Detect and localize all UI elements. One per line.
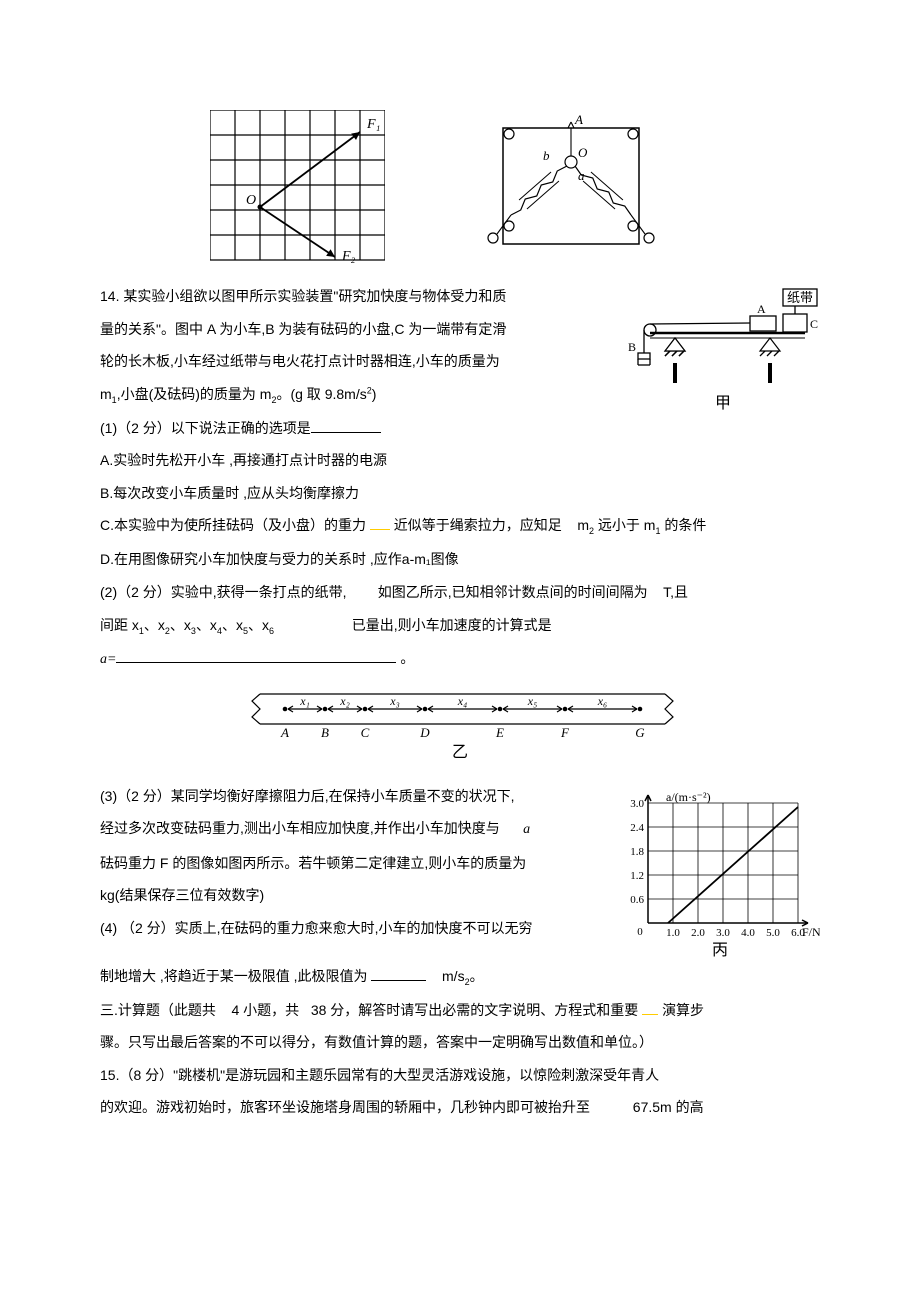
svg-text:1.0: 1.0 (666, 927, 680, 939)
svg-text:x₂: x₂ (339, 694, 350, 708)
yellow-marker-icon (370, 529, 390, 530)
svg-text:b: b (543, 148, 550, 163)
q14-4-line2: 制地增大 ,将趋近于某一极限值 ,此极限值为 m/s2。 (100, 963, 820, 991)
svg-text:3.0: 3.0 (630, 798, 644, 810)
svg-text:x₁: x₁ (299, 694, 310, 708)
svg-text:丙: 丙 (712, 942, 728, 959)
q14-intro-line1: 14. 某实验小组欲以图甲所示实验装置"研究加快度与物体受力和质 (100, 283, 600, 310)
q14-intro-line3: 轮的长木板,小车经过纸带与电火花打点计时器相连,小车的质量为 (100, 348, 600, 375)
q15-line1: 15.（8 分）"跳楼机"是游玩园和主题乐园常有的大型灵活游戏设施，以惊险刺激深… (100, 1062, 820, 1089)
figure-jia: 纸带 A B C 甲 (620, 283, 820, 413)
q14-3-line4: kg(结果保存三位有效数字) (100, 882, 600, 909)
q14-intro-row: 14. 某实验小组欲以图甲所示实验装置"研究加快度与物体受力和质 量的关系"。图… (100, 283, 820, 415)
q14-3-line1: (3)（2 分）某同学均衡好摩擦阻力后,在保持小车质量不变的状况下, (100, 783, 600, 810)
q14-4-line1: (4) （2 分）实质上,在砝码的重力愈来愈大时,小车的加快度不可以无穷 (100, 915, 600, 942)
svg-text:A: A (574, 112, 583, 127)
svg-text:D: D (419, 725, 430, 740)
svg-text:1.2: 1.2 (630, 870, 644, 882)
svg-text:a: a (578, 168, 585, 183)
q14-intro-line2: 量的关系"。图中 A 为小车,B 为装有砝码的小盘,C 为一端带有定滑 (100, 316, 600, 343)
svg-text:x₄: x₄ (457, 694, 468, 708)
svg-text:0: 0 (637, 926, 643, 938)
svg-text:2.0: 2.0 (691, 927, 705, 939)
svg-text:a/(m·s⁻²): a/(m·s⁻²) (666, 790, 711, 804)
svg-text:5.0: 5.0 (766, 927, 780, 939)
svg-text:G: G (635, 725, 645, 740)
svg-text:C: C (810, 317, 818, 331)
q14-2-line2: 间距 x1、x2、x3、x4、x5、x6 已量出,则小车加速度的计算式是 (100, 612, 820, 640)
q14-1-optA: A.实验时先松开小车 ,再接通打点计时器的电源 (100, 447, 820, 474)
svg-text:A: A (280, 725, 289, 740)
svg-text:C: C (361, 725, 370, 740)
section3-title: 三.计算题（此题共 4 小题，共 38 分，解答时请写出必需的文字说明、方程式和… (100, 997, 820, 1024)
blank-fill (311, 419, 381, 433)
figure-bing: 1.02.03.04.05.06.00.61.21.82.43.00a/(m·s… (620, 783, 820, 963)
svg-text:x₆: x₆ (597, 694, 608, 708)
q14-intro-line4: m1,小盘(及砝码)的质量为 m2。(g 取 9.8m/s2) (100, 381, 600, 409)
svg-text:1.8: 1.8 (630, 846, 644, 858)
svg-text:B: B (321, 725, 329, 740)
figure-grid-vectors: O F₁ F₂ (210, 110, 385, 265)
svg-text:B: B (628, 340, 636, 354)
svg-text:F: F (560, 725, 570, 740)
svg-text:3.0: 3.0 (716, 927, 730, 939)
blank-fill (371, 967, 426, 981)
q14-2-line1: (2)（2 分）实验中,获得一条打点的纸带, 如图乙所示,已知相邻计数点间的时间… (100, 579, 820, 606)
svg-text:0.6: 0.6 (630, 894, 644, 906)
svg-text:F₁: F₁ (366, 117, 380, 132)
q14-2-line3: a= 。 (100, 645, 820, 674)
q14-1-optB: B.每次改变小车质量时 ,应从头均衡摩擦力 (100, 480, 820, 507)
section3-title2: 骤。只写出最后答案的不可以得分，有数值计算的题，答案中一定明确写出数值和单位。） (100, 1029, 820, 1056)
svg-text:纸带: 纸带 (787, 290, 813, 305)
svg-text:O: O (578, 145, 588, 160)
q14-1-optC: C.本实验中为使所挂砝码（及小盘）的重力 近似等于绳索拉力，应知足 m2 远小于… (100, 512, 820, 540)
figure-yi-wrapper: A B C D E F Gx₁ x₂ x₃ x₄ x₅ x₆ 乙 (100, 682, 820, 771)
svg-text:2.4: 2.4 (630, 822, 644, 834)
q14-1-prompt: (1)（2 分）以下说法正确的选项是 (100, 415, 820, 442)
svg-text:4.0: 4.0 (741, 927, 755, 939)
svg-text:F₂: F₂ (341, 249, 356, 264)
svg-text:A: A (757, 302, 766, 316)
figure-yi: A B C D E F Gx₁ x₂ x₃ x₄ x₅ x₆ 乙 (235, 682, 685, 762)
svg-text:E: E (495, 725, 504, 740)
q14-3-text: (3)（2 分）某同学均衡好摩擦阻力后,在保持小车质量不变的状况下, 经过多次改… (100, 783, 600, 948)
figure-spring-apparatus: A Oa b (475, 110, 665, 260)
q15-line2: 的欢迎。游戏初始时，旅客环坐设施塔身周围的轿厢中，几秒钟内即可被抬升至 67.5… (100, 1094, 820, 1121)
svg-text:x₃: x₃ (389, 694, 400, 708)
svg-text:F/N: F/N (802, 925, 820, 939)
svg-text:甲: 甲 (715, 395, 731, 412)
svg-text:x₅: x₅ (527, 694, 538, 708)
svg-text:乙: 乙 (452, 744, 468, 761)
q14-3-line2: 经过多次改变砝码重力,测出小车相应加快度,并作出小车加快度与 a (100, 815, 600, 844)
yellow-marker-icon (642, 1014, 658, 1015)
q14-3-line3: 砝码重力 F 的图像如图丙所示。若牛顿第二定律建立,则小车的质量为 (100, 850, 600, 877)
svg-text:O: O (246, 193, 256, 208)
top-figures-row: O F₁ F₂ A Oa b (210, 110, 820, 265)
blank-fill (116, 649, 396, 663)
q14-3-row: (3)（2 分）某同学均衡好摩擦阻力后,在保持小车质量不变的状况下, 经过多次改… (100, 783, 820, 963)
q14-1-optD: D.在用图像研究小车加快度与受力的关系时 ,应作a-m₁图像 (100, 546, 820, 573)
q14-intro-text: 14. 某实验小组欲以图甲所示实验装置"研究加快度与物体受力和质 量的关系"。图… (100, 283, 600, 415)
